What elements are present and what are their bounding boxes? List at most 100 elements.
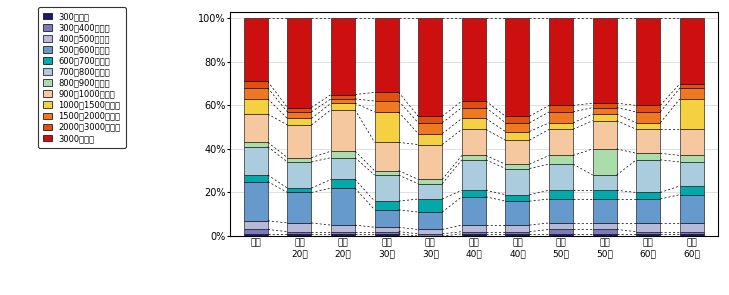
Bar [680, 129, 704, 155]
Bar [593, 114, 617, 121]
Bar [287, 188, 311, 192]
Bar [549, 199, 573, 223]
Bar [505, 18, 529, 116]
Bar [636, 123, 660, 129]
Bar [331, 18, 355, 94]
Bar [331, 179, 355, 188]
Bar [636, 232, 660, 234]
Bar [680, 99, 704, 129]
Bar [505, 164, 529, 168]
Bar [418, 199, 443, 212]
Bar [331, 232, 355, 234]
Bar [462, 234, 486, 236]
Bar [593, 121, 617, 149]
Bar [462, 197, 486, 225]
Bar [418, 145, 443, 179]
Bar [287, 119, 311, 125]
Bar [593, 199, 617, 223]
Bar [680, 232, 704, 234]
Bar [418, 18, 443, 116]
Bar [418, 184, 443, 199]
Bar [287, 112, 311, 119]
Bar [549, 223, 573, 230]
Bar [418, 212, 443, 230]
Bar [243, 221, 268, 230]
Bar [549, 18, 573, 105]
Bar [636, 223, 660, 232]
Bar [549, 230, 573, 234]
Bar [636, 18, 660, 105]
Bar [462, 225, 486, 232]
Bar [505, 201, 529, 225]
Bar [462, 101, 486, 108]
Legend: 300円未満, 300～400円未満, 400～500円未満, 500～600円未満, 600～700円未満, 700～800円未満, 800～900円未満, : 300円未満, 300～400円未満, 400～500円未満, 500～600円… [39, 7, 125, 148]
Bar [680, 195, 704, 223]
Bar [243, 147, 268, 175]
Bar [505, 116, 529, 123]
Bar [331, 234, 355, 236]
Bar [549, 112, 573, 123]
Bar [418, 134, 443, 145]
Bar [636, 105, 660, 112]
Bar [375, 227, 399, 232]
Bar [593, 223, 617, 230]
Bar [593, 190, 617, 199]
Bar [636, 234, 660, 236]
Bar [418, 234, 443, 236]
Bar [243, 81, 268, 88]
Bar [462, 155, 486, 160]
Bar [636, 160, 660, 192]
Bar [680, 88, 704, 99]
Bar [462, 232, 486, 234]
Bar [287, 108, 311, 112]
Bar [680, 234, 704, 236]
Bar [243, 234, 268, 236]
Bar [593, 149, 617, 175]
Bar [287, 223, 311, 232]
Bar [331, 103, 355, 110]
Bar [593, 175, 617, 190]
Bar [375, 210, 399, 227]
Bar [287, 162, 311, 188]
Bar [636, 199, 660, 223]
Bar [375, 101, 399, 112]
Bar [243, 182, 268, 221]
Bar [636, 129, 660, 153]
Bar [418, 116, 443, 123]
Bar [375, 92, 399, 101]
Bar [505, 140, 529, 164]
Bar [243, 88, 268, 99]
Bar [331, 188, 355, 225]
Bar [549, 164, 573, 190]
Bar [375, 234, 399, 236]
Bar [593, 234, 617, 236]
Bar [418, 179, 443, 184]
Bar [243, 175, 268, 182]
Bar [549, 190, 573, 199]
Bar [331, 110, 355, 151]
Bar [462, 129, 486, 155]
Bar [243, 114, 268, 142]
Bar [375, 175, 399, 201]
Bar [418, 230, 443, 234]
Bar [636, 112, 660, 123]
Bar [593, 103, 617, 108]
Bar [375, 18, 399, 92]
Bar [287, 125, 311, 158]
Bar [331, 151, 355, 158]
Bar [636, 192, 660, 199]
Bar [505, 132, 529, 140]
Bar [505, 123, 529, 132]
Bar [680, 186, 704, 195]
Bar [375, 142, 399, 171]
Bar [462, 119, 486, 129]
Bar [680, 162, 704, 186]
Bar [287, 234, 311, 236]
Bar [462, 108, 486, 119]
Bar [680, 83, 704, 88]
Bar [331, 99, 355, 103]
Bar [375, 201, 399, 210]
Bar [462, 190, 486, 197]
Bar [505, 195, 529, 201]
Bar [505, 225, 529, 232]
